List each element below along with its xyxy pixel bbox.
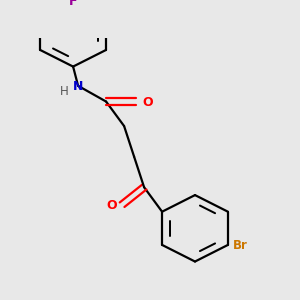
- Text: F: F: [69, 0, 77, 8]
- Text: H: H: [60, 85, 68, 98]
- Text: O: O: [106, 199, 117, 212]
- Text: N: N: [73, 80, 83, 93]
- Text: O: O: [142, 96, 153, 109]
- Text: Br: Br: [233, 239, 248, 252]
